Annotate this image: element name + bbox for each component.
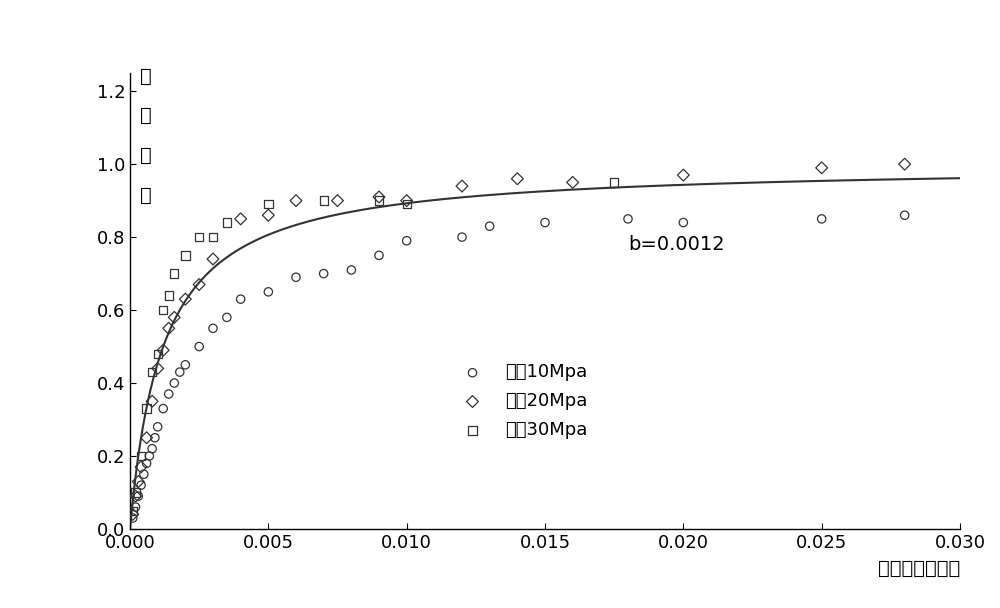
围厅20Mpa bbox=[565, 178, 581, 187]
围厅20Mpa bbox=[260, 210, 276, 220]
围厅10Mpa bbox=[161, 389, 177, 399]
Text: 数: 数 bbox=[140, 185, 152, 204]
围厅20Mpa bbox=[509, 174, 525, 184]
围厅20Mpa bbox=[133, 462, 149, 472]
围厅20Mpa bbox=[128, 491, 144, 501]
围厅10Mpa bbox=[147, 433, 163, 443]
围厅10Mpa bbox=[288, 272, 304, 282]
围厅10Mpa bbox=[620, 214, 636, 224]
围厅10Mpa bbox=[128, 502, 144, 512]
围厅10Mpa bbox=[814, 214, 830, 224]
围厅10Mpa bbox=[150, 422, 166, 432]
Text: 硬: 硬 bbox=[140, 67, 152, 86]
围厅10Mpa bbox=[139, 458, 155, 468]
围厅10Mpa bbox=[233, 294, 249, 304]
围厅30Mpa bbox=[219, 218, 235, 227]
围厅10Mpa bbox=[219, 313, 235, 322]
围厅20Mpa bbox=[897, 159, 913, 169]
Legend: 围厅10Mpa, 围厅20Mpa, 围厅30Mpa: 围厅10Mpa, 围厅20Mpa, 围厅30Mpa bbox=[454, 364, 587, 439]
围厅30Mpa bbox=[125, 506, 141, 516]
围厅30Mpa bbox=[177, 250, 193, 260]
围厅10Mpa bbox=[125, 513, 141, 523]
围厅10Mpa bbox=[897, 210, 913, 220]
围厅20Mpa bbox=[330, 196, 346, 206]
围厅10Mpa bbox=[130, 491, 146, 501]
Text: 化: 化 bbox=[140, 106, 152, 125]
围厅20Mpa bbox=[191, 280, 207, 289]
围厅20Mpa bbox=[675, 170, 691, 180]
Text: 函: 函 bbox=[140, 146, 152, 165]
围厅30Mpa bbox=[150, 349, 166, 359]
围厅20Mpa bbox=[205, 254, 221, 264]
围厅10Mpa bbox=[371, 250, 387, 260]
围厅30Mpa bbox=[161, 291, 177, 300]
围厅10Mpa bbox=[136, 469, 152, 479]
围厅10Mpa bbox=[133, 480, 149, 490]
围厅30Mpa bbox=[144, 367, 160, 377]
围厅10Mpa bbox=[144, 444, 160, 454]
围厅10Mpa bbox=[205, 323, 221, 333]
围厅20Mpa bbox=[139, 433, 155, 443]
围厅10Mpa bbox=[343, 265, 359, 275]
Text: b=0.0012: b=0.0012 bbox=[628, 235, 725, 254]
围厅10Mpa bbox=[141, 451, 157, 461]
围厅20Mpa bbox=[150, 364, 166, 373]
围厅20Mpa bbox=[166, 313, 182, 322]
围厅10Mpa bbox=[316, 269, 332, 278]
围厅30Mpa bbox=[316, 196, 332, 206]
围厅30Mpa bbox=[128, 488, 144, 497]
围厅20Mpa bbox=[371, 192, 387, 202]
围厅20Mpa bbox=[130, 477, 146, 486]
围厅20Mpa bbox=[814, 163, 830, 173]
围厅30Mpa bbox=[205, 232, 221, 242]
围厅10Mpa bbox=[675, 218, 691, 227]
围厅30Mpa bbox=[166, 269, 182, 278]
围厅10Mpa bbox=[191, 342, 207, 351]
围厅20Mpa bbox=[233, 214, 249, 224]
围厅20Mpa bbox=[454, 181, 470, 191]
围厅30Mpa bbox=[139, 404, 155, 413]
围厅20Mpa bbox=[155, 345, 171, 355]
围厅20Mpa bbox=[125, 510, 141, 519]
围厅10Mpa bbox=[260, 287, 276, 297]
围厅10Mpa bbox=[537, 218, 553, 227]
围厅20Mpa bbox=[177, 294, 193, 304]
围厅30Mpa bbox=[371, 196, 387, 206]
围厅10Mpa bbox=[177, 360, 193, 370]
围厅10Mpa bbox=[172, 367, 188, 377]
围厅10Mpa bbox=[482, 221, 498, 231]
围厅20Mpa bbox=[161, 323, 177, 333]
围厅20Mpa bbox=[288, 196, 304, 206]
围厅30Mpa bbox=[133, 451, 149, 461]
围厅10Mpa bbox=[399, 236, 415, 246]
围厅30Mpa bbox=[155, 305, 171, 315]
围厅30Mpa bbox=[399, 199, 415, 209]
围厅30Mpa bbox=[606, 178, 622, 187]
围厅10Mpa bbox=[166, 378, 182, 388]
围厅30Mpa bbox=[260, 199, 276, 209]
围厅10Mpa bbox=[454, 232, 470, 242]
围厅20Mpa bbox=[144, 396, 160, 406]
围厅30Mpa bbox=[191, 232, 207, 242]
围厅20Mpa bbox=[399, 196, 415, 206]
Text: 等效塑性剪应变: 等效塑性剪应变 bbox=[878, 559, 960, 578]
围厅10Mpa bbox=[155, 404, 171, 413]
